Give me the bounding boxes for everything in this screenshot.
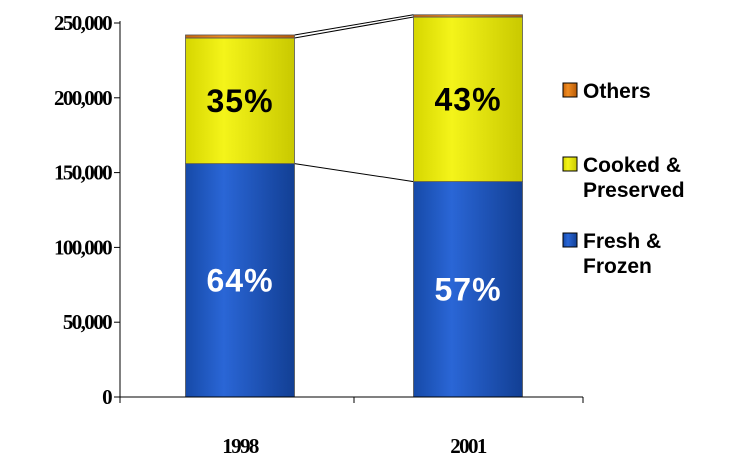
y-tick-label: 150,000 [54,161,112,185]
y-tick-label: 200,000 [54,86,112,110]
axes: 0 50,000 100,000 150,000 200,000 250,000 1998 2… [54,11,584,458]
legend-label-cooked-and-preserved: Preserved [583,179,685,202]
x-tick-label-2001: 2001 [450,434,487,458]
bar-cooked-and-preserved-2001 [413,16,523,182]
legend-swatch-others [562,82,578,98]
legend-label-cooked-and-preserved: Cooked & [583,154,681,177]
data-label-fresh-and-frozen-2001: 57% [434,271,501,307]
legend: Others Cooked &Preserved Fresh &Frozen [562,80,685,278]
legend-label-fresh-and-frozen: Fresh & [583,230,661,253]
legend-item-cooked-and-preserved: Cooked &Preserved [562,154,685,202]
legend-swatch-fresh-and-frozen [562,232,578,248]
legend-item-fresh-and-frozen: Fresh &Frozen [562,230,661,278]
bar-others-2001 [413,14,523,18]
percent-labels: 64% 35% 57% 43% [206,81,501,307]
series-connector-lines [294,14,414,183]
legend-label-fresh-and-frozen: Frozen [583,255,652,278]
connector-line-others [294,14,414,36]
x-tick-label-1998: 1998 [222,434,259,458]
y-tick-label: 0 [102,385,112,409]
data-label-cooked-and-preserved-1998: 35% [206,83,273,119]
bar-fresh-and-frozen-1998 [185,163,295,398]
bar-cooked-and-preserved-1998 [185,37,295,165]
bar-others-1998 [185,34,295,39]
y-tick-label: 50,000 [63,310,112,334]
data-label-fresh-and-frozen-1998: 64% [206,262,273,298]
connector-line-cooked-and-preserved [294,16,414,39]
connector-line-fresh-and-frozen [294,163,414,183]
legend-item-others: Others [562,80,651,103]
bar-group [185,14,523,398]
data-label-cooked-and-preserved-2001: 43% [434,81,501,117]
y-tick-label: 250,000 [54,11,112,35]
legend-label-others: Others [583,80,651,103]
y-tick-label: 100,000 [54,235,112,259]
legend-swatch-cooked-and-preserved [562,156,578,172]
